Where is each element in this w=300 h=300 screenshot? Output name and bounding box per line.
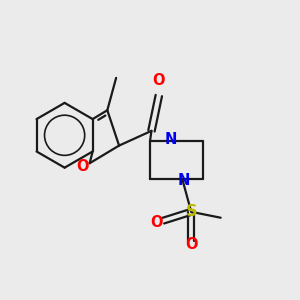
Text: N: N [164,132,177,147]
Text: O: O [151,214,163,230]
Text: O: O [76,159,88,174]
Text: O: O [185,237,197,252]
Text: S: S [185,204,197,219]
Text: N: N [178,173,190,188]
Text: O: O [153,73,165,88]
